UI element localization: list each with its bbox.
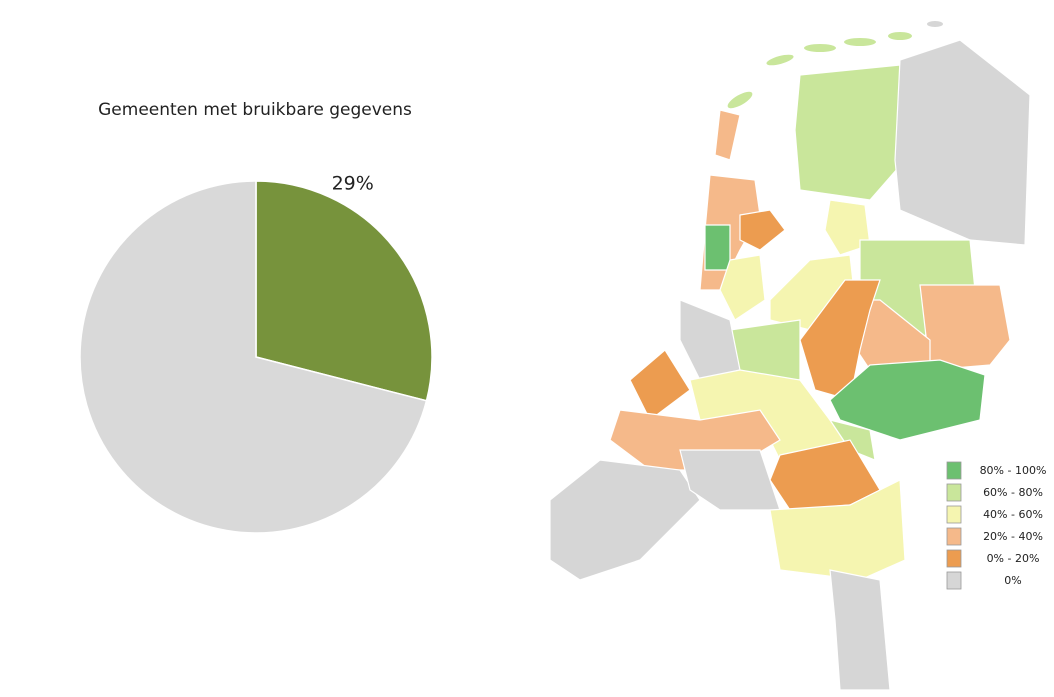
legend: 80% - 100% 60% - 80% 40% - 60% 20% - 40% 0% … — [946, 461, 1047, 590]
legend-swatch — [946, 483, 962, 502]
legend-label: 20% - 40% — [983, 530, 1043, 543]
legend-label: 0% - 20% — [987, 552, 1040, 565]
pie-slice — [79, 180, 428, 534]
legend-swatch — [946, 527, 962, 546]
pie-slice — [255, 180, 433, 402]
map — [549, 21, 1031, 691]
legend-label: 0% — [1004, 574, 1021, 587]
legend-label: 40% - 60% — [983, 508, 1043, 521]
legend-swatch — [946, 461, 962, 480]
legend-swatch — [946, 505, 962, 524]
legend-swatch — [946, 571, 962, 590]
legend-swatch — [946, 549, 962, 568]
legend-label: 80% - 100% — [980, 464, 1047, 477]
value-label: 29% — [332, 173, 374, 195]
islands — [727, 21, 943, 109]
pie: 29% — [79, 173, 433, 534]
chart-title: Gemeenten met bruikbare gegevens — [98, 100, 412, 120]
legend-label: 60% - 80% — [983, 486, 1043, 499]
